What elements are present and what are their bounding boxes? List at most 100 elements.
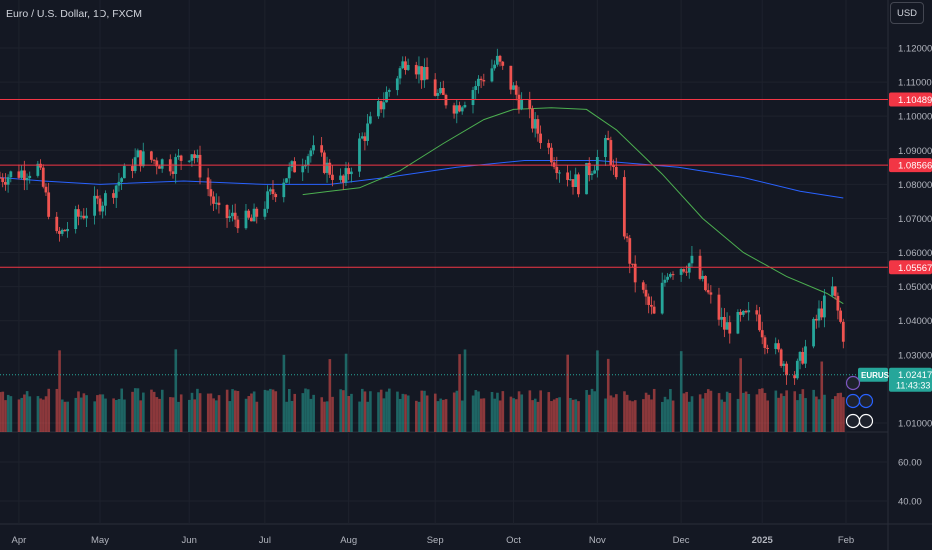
candle-body xyxy=(190,154,194,161)
volume-bar xyxy=(20,397,24,432)
volume-bar xyxy=(671,400,675,432)
volume-bar xyxy=(274,391,278,432)
candle-body xyxy=(425,67,429,80)
volume-bar xyxy=(498,400,502,432)
volume-bar xyxy=(325,401,329,432)
volume-bar xyxy=(133,388,137,432)
candle-body xyxy=(136,150,140,158)
time-tick-label: Jul xyxy=(259,535,271,546)
volume-bar xyxy=(66,401,69,432)
currency-button[interactable]: USD xyxy=(890,2,924,24)
candle-body xyxy=(4,182,7,185)
candle-body xyxy=(728,322,732,334)
price-tick-label: 1.05000 xyxy=(898,282,932,293)
volume-bar xyxy=(706,389,710,432)
volume-bar xyxy=(801,389,805,432)
candle-body xyxy=(344,168,348,183)
candle-body xyxy=(193,154,197,158)
candle-body xyxy=(9,171,13,178)
volume-bar xyxy=(663,396,667,432)
volume-bar xyxy=(217,395,221,432)
volume-bar xyxy=(682,393,686,432)
candle-body xyxy=(841,321,845,342)
volume-bar xyxy=(782,396,786,432)
volume-bar xyxy=(669,389,672,432)
volume-bar xyxy=(282,354,286,432)
candle-body xyxy=(274,194,278,198)
volume-bar xyxy=(115,400,118,432)
candle-body xyxy=(347,168,351,175)
candle-body xyxy=(385,91,388,103)
volume-bar xyxy=(836,393,840,432)
candle-body xyxy=(831,286,834,296)
candle-body xyxy=(120,178,124,182)
volume-bar xyxy=(323,401,326,432)
candle-body xyxy=(463,105,467,108)
time-tick-label: Jun xyxy=(182,535,197,546)
volume-bar xyxy=(158,398,161,432)
candle-body xyxy=(747,310,751,313)
candle-body xyxy=(339,175,342,180)
candle-body xyxy=(60,229,64,234)
volume-bar xyxy=(774,390,778,432)
candle-body xyxy=(304,165,307,167)
economic-event-icon xyxy=(858,393,874,409)
volume-bar xyxy=(785,390,788,432)
volume-bar xyxy=(350,393,353,432)
candle-body xyxy=(533,119,537,129)
volume-bar xyxy=(369,391,372,432)
candle-body xyxy=(287,167,291,179)
candle-body xyxy=(760,330,764,338)
volume-bar xyxy=(212,398,215,432)
candle-body xyxy=(22,170,26,181)
candle-body xyxy=(622,177,626,237)
volume-bar xyxy=(255,401,259,432)
candle-body xyxy=(290,161,294,168)
candle-body xyxy=(158,166,161,169)
candle-body xyxy=(477,78,480,87)
candle-body xyxy=(549,147,553,163)
candle-body xyxy=(531,108,534,129)
candle-body xyxy=(595,157,599,171)
candle-body xyxy=(817,308,821,321)
volume-bar xyxy=(266,390,269,432)
volume-bar xyxy=(401,393,405,432)
volume-bar xyxy=(388,388,391,432)
candle-body xyxy=(706,290,710,293)
candle-body xyxy=(460,107,464,112)
candle-body xyxy=(652,306,656,314)
volume-bar xyxy=(501,391,505,432)
volume-bar xyxy=(685,391,688,432)
candle-body xyxy=(382,102,386,110)
candle-body xyxy=(774,343,778,349)
volume-bar xyxy=(150,389,153,432)
volume-bar xyxy=(698,394,702,432)
candle-body xyxy=(493,64,497,69)
candle-body xyxy=(758,314,761,331)
volume-bar xyxy=(585,390,588,432)
level-price-label: 1.05567 xyxy=(898,263,932,274)
candle-body xyxy=(520,100,524,110)
volume-bar xyxy=(515,399,518,432)
candle-body xyxy=(558,172,561,174)
volume-bar xyxy=(360,388,364,432)
candle-body xyxy=(417,66,421,75)
volume-bar xyxy=(777,397,780,432)
volume-bar xyxy=(425,395,429,432)
candle-body xyxy=(793,375,797,379)
volume-bar xyxy=(63,401,67,432)
volume-bar xyxy=(339,389,342,432)
volume-bar xyxy=(382,398,386,432)
candle-body xyxy=(452,105,456,114)
volume-bar xyxy=(839,392,842,432)
flag-event-icon xyxy=(845,413,861,429)
candle-body xyxy=(368,116,372,124)
volume-bar xyxy=(536,401,540,432)
candle-body xyxy=(249,217,253,222)
candle-body xyxy=(66,229,69,232)
candle-body xyxy=(171,171,175,174)
volume-bar xyxy=(744,391,748,432)
volume-bar xyxy=(763,392,767,432)
volume-bar xyxy=(709,390,713,432)
